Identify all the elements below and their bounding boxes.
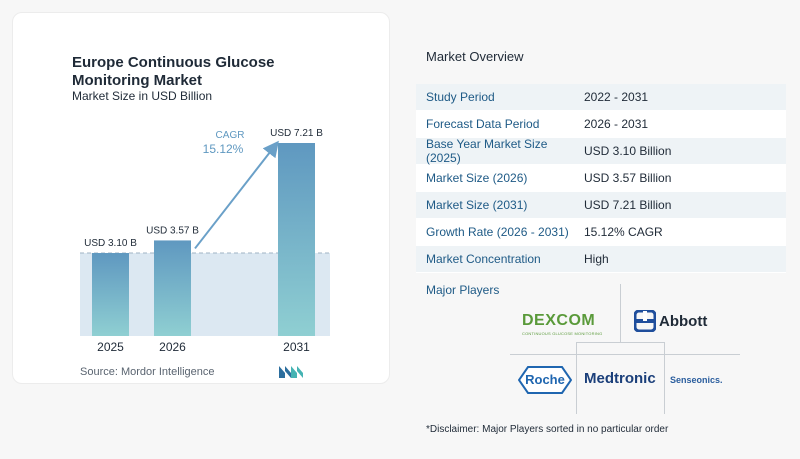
overview-row-size-2031: Market Size (2031) USD 7.21 Billion [416,192,786,219]
row-value: USD 7.21 Billion [584,198,672,212]
data-label-2025: USD 3.10 B [84,238,137,249]
row-value: 15.12% CAGR [584,225,663,239]
row-label: Base Year Market Size (2025) [426,137,548,165]
overview-row-base-year: Base Year Market Size (2025) USD 3.10 Bi… [416,137,786,165]
row-value: 2026 - 2031 [584,117,649,131]
mordor-logo-icon [279,366,303,378]
abbott-logo: Abbott [634,310,707,332]
logo-divider-vertical-right [664,342,665,414]
dexcom-logo: DEXCOM CONTINUOUS GLUCOSE MONITORING [522,312,602,336]
tick-label-2025: 2025 [97,340,124,354]
row-value: High [584,252,609,266]
row-label: Market Size (2031) [426,198,528,212]
chart-subtitle: Market Size in USD Billion [72,89,213,103]
players-logo-grid: DEXCOM CONTINUOUS GLUCOSE MONITORING Abb… [510,284,740,414]
bar-2031 [278,143,315,336]
overview-row-concentration: Market Concentration High [416,246,786,273]
dexcom-tagline: CONTINUOUS GLUCOSE MONITORING [522,331,603,336]
tick-label-2031: 2031 [283,340,310,354]
overview-row-size-2026: Market Size (2026) USD 3.57 Billion [416,165,786,192]
overview-table: Study Period 2022 - 2031 Forecast Data P… [416,84,786,273]
row-value: USD 3.10 Billion [584,144,672,158]
source-note: Source: Mordor Intelligence [80,366,215,378]
bar-2025 [92,253,129,336]
roche-logo: Roche [517,366,573,399]
cagr-label: CAGR [216,130,245,141]
row-label: Market Size (2026) [426,171,528,185]
tick-label-2026: 2026 [159,340,186,354]
row-label: Study Period [426,90,495,104]
data-label-2026: USD 3.57 B [146,225,199,236]
logo-divider-vertical-top [620,284,621,342]
row-label: Market Concentration [426,252,541,266]
overview-row-forecast-period: Forecast Data Period 2026 - 2031 [416,111,786,138]
dexcom-wordmark: DEXCOM [522,312,596,329]
abbott-wordmark: Abbott [659,312,708,330]
overview-title: Market Overview [426,49,524,64]
row-label: Growth Rate (2026 - 2031) [426,225,569,239]
chart-title: Europe Continuous Glucose Monitoring Mar… [72,54,275,89]
roche-hexagon-icon [517,366,573,394]
logo-divider-box-top [576,342,664,343]
row-value: 2022 - 2031 [584,90,649,104]
cagr-arrow [194,140,279,250]
logo-divider-horizontal [510,354,740,355]
data-label-2031: USD 7.21 B [270,128,323,139]
bar-chart: USD 3.10 B 2025 USD 3.57 B 2026 USD 7.21 B 20… [80,128,330,354]
overview-row-growth-rate: Growth Rate (2026 - 2031) 15.12% CAGR [416,219,786,246]
senseonics-logo: Senseonics. [670,375,723,385]
abbott-mark-icon [634,310,656,332]
row-value: USD 3.57 Billion [584,171,672,185]
cagr-value: 15.12% [203,142,244,156]
row-label: Forecast Data Period [426,117,540,131]
overview-row-study-period: Study Period 2022 - 2031 [416,84,786,111]
medtronic-logo: Medtronic [584,370,656,387]
roche-wordmark: Roche [525,372,565,387]
major-players-title: Major Players [426,283,500,297]
bar-2026 [154,240,191,336]
disclaimer: *Disclaimer: Major Players sorted in no … [426,424,669,435]
logo-divider-vertical-left [576,342,577,414]
